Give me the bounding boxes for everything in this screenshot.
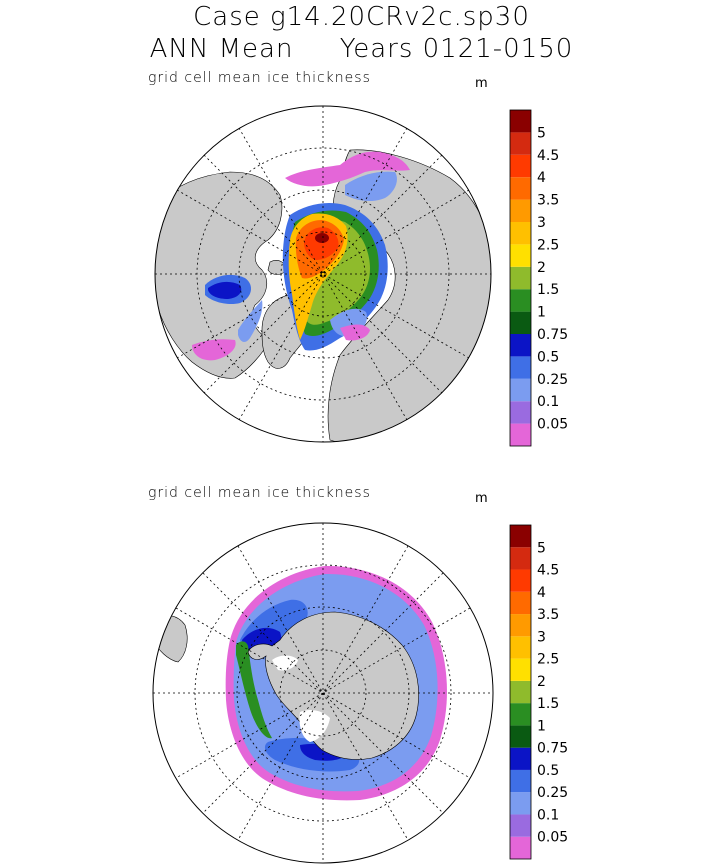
- colorbar-swatch: [510, 311, 531, 334]
- figure-title-period: ANN Mean Years 0121-0150: [149, 34, 574, 64]
- colorbar-tick-label: 3: [537, 215, 546, 231]
- colorbar-swatch: [510, 177, 531, 200]
- colorbar-tick-label: 0.25: [537, 372, 568, 388]
- colorbar-swatch: [510, 289, 531, 312]
- colorbar-tick-label: 0.75: [537, 327, 568, 343]
- colorbar-swatch: [510, 792, 531, 815]
- arctic-colorbar: 5 4.5 4 3.5 3 2.5 2 1.5 1 0.75 0.5 0.25 0.1 0.05: [509, 109, 568, 447]
- antarctic-map: [152, 522, 494, 864]
- colorbar-swatch: [510, 378, 531, 402]
- colorbar-tick-label: 1.5: [537, 696, 559, 712]
- colorbar-swatch: [510, 244, 531, 267]
- colorbar-swatch: [510, 401, 531, 424]
- colorbar-swatch: [510, 154, 531, 178]
- colorbar-swatch: [510, 132, 531, 155]
- arctic-ice-margin-pacific: [285, 151, 410, 187]
- colorbar-tick-label: 0.5: [537, 349, 559, 365]
- arctic-graticule: [155, 106, 491, 442]
- colorbar-tick-label: 4.5: [537, 563, 559, 579]
- arctic-ice-peak: [315, 233, 329, 243]
- colorbar-tick-label: 4.5: [537, 148, 559, 164]
- arctic-subtitle: grid cell mean ice thickness: [148, 70, 371, 86]
- antarctic-land-continent: [247, 611, 419, 760]
- colorbar-tick-label: 0.75: [537, 741, 568, 757]
- antarctic-subtitle: grid cell mean ice thickness: [148, 485, 371, 501]
- colorbar-swatch: [510, 199, 531, 222]
- colorbar-swatch: [510, 614, 531, 637]
- colorbar-frame: [509, 109, 532, 447]
- colorbar-swatch: [510, 703, 531, 726]
- colorbar-tick-label: 0.1: [537, 394, 559, 410]
- colorbar-swatch: [510, 569, 531, 592]
- colorbar-swatch: [510, 725, 531, 748]
- antarctic-units: m: [475, 491, 488, 506]
- colorbar-tick-label: 0.5: [537, 763, 559, 779]
- colorbar-swatch: [510, 769, 531, 793]
- colorbar-tick-label: 0.05: [537, 830, 568, 846]
- colorbar-swatch: [510, 680, 531, 704]
- colorbar-tick-label: 3.5: [537, 607, 559, 623]
- colorbar-tick-label: 5: [537, 540, 546, 556]
- colorbar-swatch: [510, 334, 531, 357]
- colorbar-swatch: [510, 222, 531, 245]
- arctic-ice-labrador: [238, 300, 263, 342]
- arctic-ice-barents-margin: [340, 324, 370, 341]
- arctic-ice-hudson-thick: [208, 281, 242, 299]
- colorbar-tick-label: 4: [537, 585, 546, 601]
- colorbar-swatch: [510, 814, 531, 837]
- colorbar-swatch: [510, 423, 531, 446]
- colorbar-tick-label: 3.5: [537, 193, 559, 209]
- arctic-ice-red: [304, 227, 339, 260]
- antarctic-map-border: [152, 522, 494, 864]
- antarctic-graticule: [153, 523, 493, 863]
- antarctic-colorbar: 5 4.5 4 3.5 3 2.5 2 1.5 1 0.75 0.5 0.25 0.1 0.05: [509, 524, 568, 860]
- arctic-units: m: [475, 76, 488, 91]
- colorbar-tick-label: 1: [537, 305, 546, 321]
- arctic-ice-bering: [345, 171, 397, 202]
- colorbar-frame: [509, 524, 532, 860]
- colorbar-swatch: [510, 547, 531, 570]
- colorbar-swatch: [510, 356, 531, 379]
- colorbar-swatch: [510, 836, 531, 859]
- colorbar-tick-label: 3: [537, 629, 546, 645]
- colorbar-tick-label: 1.5: [537, 282, 559, 298]
- antarctic-ice-shelf-ross: [299, 710, 330, 742]
- colorbar-swatch: [510, 658, 531, 681]
- colorbar-tick-label: 0.25: [537, 785, 568, 801]
- colorbar-tick-label: 2.5: [537, 652, 559, 668]
- arctic-map-border: [154, 105, 492, 443]
- colorbar-tick-label: 0.05: [537, 417, 568, 433]
- colorbar-tick-label: 1: [537, 718, 546, 734]
- colorbar-tick-label: 2.5: [537, 237, 559, 253]
- antarctic-ice-shelf-weddell: [272, 655, 298, 671]
- colorbar-swatch: [510, 747, 531, 770]
- colorbar-swatch: [510, 110, 531, 133]
- colorbar-swatch: [510, 266, 531, 290]
- colorbar-tick-label: 5: [537, 125, 546, 141]
- colorbar-tick-label: 4: [537, 170, 546, 186]
- arctic-map: [154, 105, 492, 443]
- colorbar-tick-label: 2: [537, 674, 546, 690]
- colorbar-swatch: [510, 591, 531, 615]
- colorbar-tick-label: 2: [537, 260, 546, 276]
- colorbar-swatch: [510, 636, 531, 659]
- colorbar-tick-label: 0.1: [537, 807, 559, 823]
- figure-title-case: Case g14.20CRv2c.sp30: [193, 2, 530, 32]
- colorbar-swatch: [510, 525, 531, 548]
- arctic-ice-labrador-margin: [192, 339, 236, 361]
- antarctic-ice-green-peninsula: [236, 641, 272, 739]
